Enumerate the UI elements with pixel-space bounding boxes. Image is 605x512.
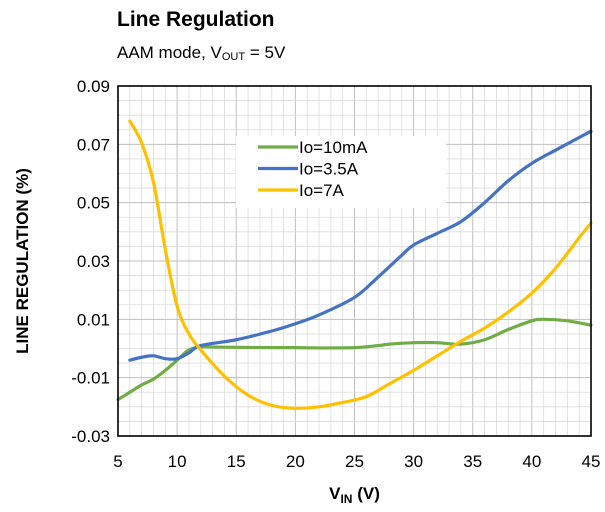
x-tick-label: 25	[345, 452, 364, 471]
series-layer	[116, 119, 593, 410]
legend: Io=10mA Io=3.5A Io=7A	[236, 136, 446, 208]
x-tick-label: 15	[227, 452, 246, 471]
y-tick-label: 0.07	[77, 135, 110, 154]
series-line-3	[128, 119, 593, 410]
x-tick-label: 45	[582, 452, 601, 471]
y-tick-label: -0.03	[71, 427, 110, 446]
x-axis-label: VIN (V)	[329, 484, 380, 506]
x-tick-label: 20	[286, 452, 305, 471]
legend-label: Io=7A	[299, 181, 345, 200]
x-tick-label: 40	[522, 452, 541, 471]
x-tick-label: 35	[463, 452, 482, 471]
legend-label: Io=10mA	[299, 138, 368, 157]
x-tick-label: 5	[113, 452, 122, 471]
x-tick-label: 30	[404, 452, 423, 471]
legend-label: Io=3.5A	[299, 160, 359, 179]
y-tick-labels: -0.03 -0.01 0.01 0.03 0.05 0.07 0.09	[71, 77, 110, 446]
chart-title: Line Regulation	[117, 8, 275, 31]
y-tick-label: 0.05	[77, 194, 110, 213]
y-tick-label: 0.03	[77, 252, 110, 271]
series-line-2	[128, 129, 593, 362]
y-tick-label: 0.01	[77, 310, 110, 329]
chart-subtitle: AAM mode, VOUT = 5V	[117, 43, 286, 63]
x-tick-labels: 5 10 15 20 25 30 35 40 45	[113, 452, 600, 471]
x-tick-label: 10	[168, 452, 187, 471]
y-tick-label: -0.01	[71, 369, 110, 388]
y-tick-label: 0.09	[77, 77, 110, 96]
y-axis-label: LINE REGULATION (%)	[13, 168, 32, 354]
series-line-1	[116, 317, 593, 402]
plot-frame	[117, 85, 592, 437]
